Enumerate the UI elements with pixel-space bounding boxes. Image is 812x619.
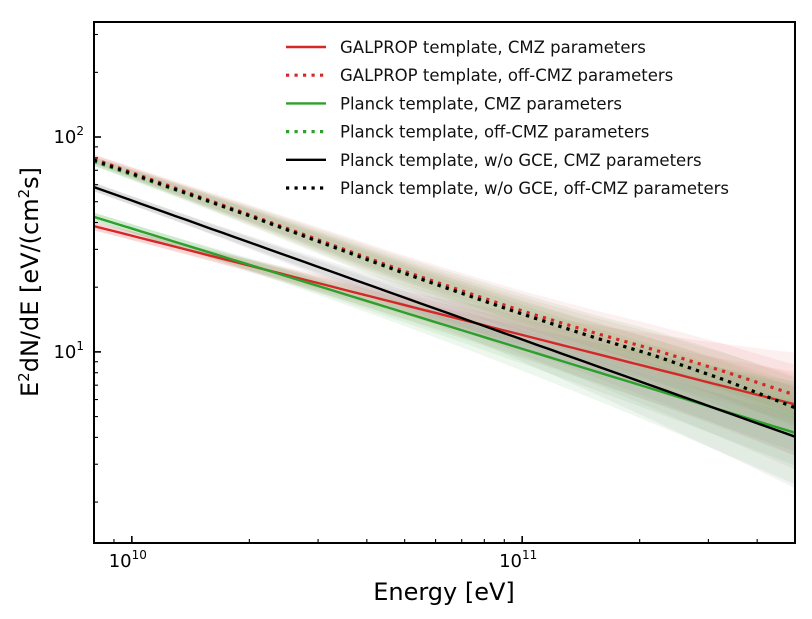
y-tick-label: 101 <box>53 339 84 363</box>
uncertainty-band <box>94 154 795 407</box>
x-tick-label: 1010 <box>109 548 147 572</box>
uncertainty-band <box>94 157 795 420</box>
series-line-5 <box>94 185 795 438</box>
axis-ticks <box>93 33 796 543</box>
tick-labels: 1010 1011 101 102 <box>53 124 537 572</box>
uncertainty-band <box>94 212 795 485</box>
y-axis-label: E2dN/dE [eV/(cm2s] <box>15 167 44 397</box>
uncertainty-bands <box>94 154 795 489</box>
uncertainty-band <box>94 212 795 452</box>
legend-label: Planck template, CMZ parameters <box>340 94 622 113</box>
series-line-3 <box>94 215 795 434</box>
legend: GALPROP template, CMZ parameters GALPROP … <box>286 38 729 198</box>
legend-label: Planck template, w/o GCE, off-CMZ parame… <box>340 179 729 198</box>
plot-frame <box>93 21 796 544</box>
series-line-1 <box>94 224 795 406</box>
uncertainty-band <box>94 221 795 456</box>
x-axis-label: Energy [eV] <box>373 578 515 606</box>
uncertainty-band <box>94 157 795 438</box>
uncertainty-band <box>94 154 795 415</box>
y-tick-label: 102 <box>53 124 84 148</box>
uncertainty-band <box>94 212 795 466</box>
uncertainty-band <box>94 182 795 489</box>
uncertainty-band <box>94 182 795 456</box>
legend-label: Planck template, w/o GCE, CMZ parameters <box>340 151 702 170</box>
uncertainty-band <box>94 154 795 426</box>
series-lines <box>94 157 795 438</box>
uncertainty-band <box>94 221 795 437</box>
legend-label: Planck template, off-CMZ parameters <box>340 123 649 142</box>
legend-label: GALPROP template, off-CMZ parameters <box>340 66 673 85</box>
x-tick-label: 1011 <box>499 548 537 572</box>
legend-label: GALPROP template, CMZ parameters <box>340 38 646 57</box>
uncertainty-band <box>94 182 795 470</box>
